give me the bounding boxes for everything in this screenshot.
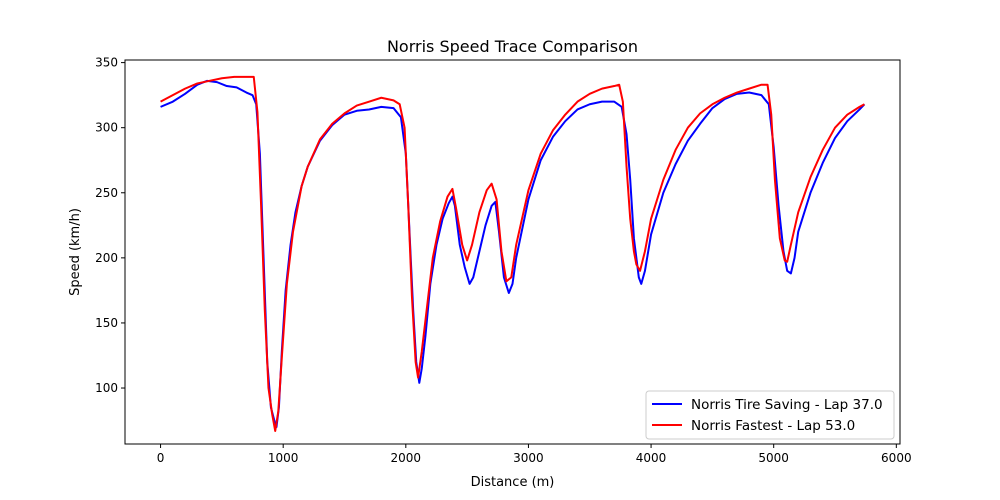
y-tick-label: 150	[95, 316, 118, 330]
y-axis: 100 150 200 250 300 350	[95, 56, 125, 395]
y-tick-label: 200	[95, 251, 118, 265]
y-tick-label: 300	[95, 121, 118, 135]
y-axis-label: Speed (km/h)	[68, 208, 83, 296]
legend-box	[645, 390, 895, 440]
x-tick-label: 1000	[268, 451, 299, 465]
legend-label-fastest: Norris Fastest - Lap 53.0	[691, 418, 855, 434]
y-tick-label: 250	[95, 186, 118, 200]
legend-label-tire-saving: Norris Tire Saving - Lap 37.0	[691, 397, 883, 413]
y-tick-label: 350	[95, 56, 118, 70]
series-line-fastest	[160, 75, 865, 432]
x-tick-label: 2000	[391, 451, 422, 465]
legend: Norris Tire Saving - Lap 37.0 Norris Fas…	[645, 390, 895, 440]
x-tick-label: 5000	[758, 451, 789, 465]
chart-title: Norris Speed Trace Comparison	[387, 37, 638, 56]
x-tick-label: 3000	[513, 451, 544, 465]
x-axis-label: Distance (m)	[471, 475, 555, 490]
y-tick-label: 100	[95, 381, 118, 395]
plot-area	[160, 75, 866, 432]
plot-frame	[124, 59, 901, 445]
x-tick-label: 6000	[881, 451, 912, 465]
x-tick-label: 4000	[636, 451, 667, 465]
x-tick-label: 0	[157, 451, 165, 465]
x-axis: 0 1000 2000 3000 4000 5000 6000	[157, 444, 912, 465]
